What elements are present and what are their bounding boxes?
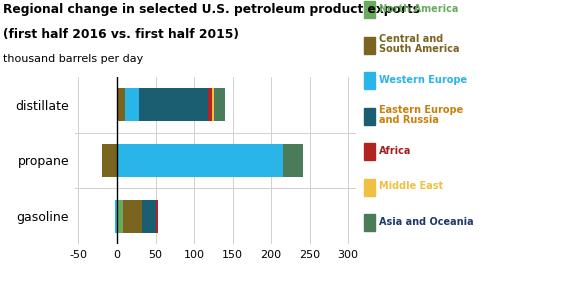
Text: Middle East: Middle East	[379, 181, 443, 191]
Text: thousand barrels per day: thousand barrels per day	[3, 54, 143, 64]
Bar	[214, 88, 225, 121]
Text: Asia and Oceania: Asia and Oceania	[379, 216, 474, 227]
Bar	[212, 88, 214, 121]
Text: (first half 2016 vs. first half 2015): (first half 2016 vs. first half 2015)	[3, 28, 239, 41]
Bar	[102, 144, 117, 177]
Bar	[117, 200, 123, 233]
Bar	[282, 144, 304, 177]
Text: Africa: Africa	[379, 145, 411, 156]
Bar	[117, 88, 125, 121]
Text: Central and
South America: Central and South America	[379, 34, 459, 54]
Text: Regional change in selected U.S. petroleum product exports: Regional change in selected U.S. petrole…	[3, 3, 420, 16]
Bar	[123, 200, 142, 233]
Text: Western Europe: Western Europe	[379, 74, 467, 85]
Bar	[125, 88, 138, 121]
Bar	[117, 144, 282, 177]
Bar	[208, 88, 212, 121]
Text: North America: North America	[379, 3, 458, 14]
Bar	[115, 200, 117, 233]
Bar	[142, 200, 156, 233]
Bar	[156, 200, 158, 233]
Bar	[138, 88, 208, 121]
Text: Eastern Europe
and Russia: Eastern Europe and Russia	[379, 105, 463, 125]
